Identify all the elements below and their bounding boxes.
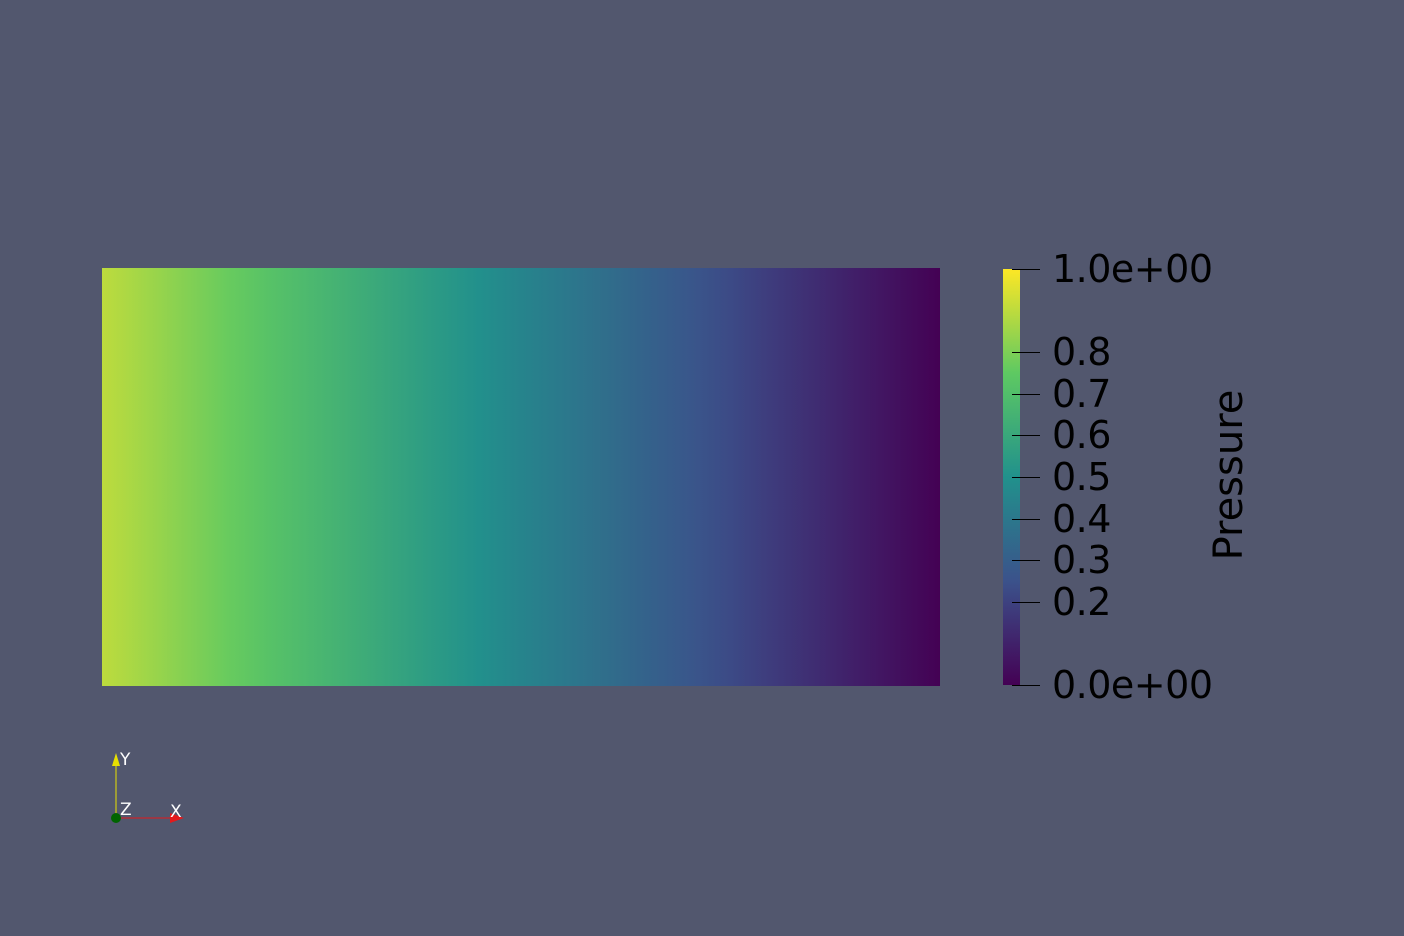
y-axis-arrowhead [112,753,120,766]
scalar-bar-title: Pressure [1209,390,1249,561]
scalar-bar-tick-mark [1012,435,1040,436]
scalar-bar-tick-label: 1.0e+00 [1052,250,1213,288]
scalar-bar-tick-mark [1012,352,1040,353]
scalar-bar-tick-label: 0.2 [1052,583,1111,621]
pressure-field-plane [102,268,940,686]
scalar-bar-tick-mark [1012,269,1040,270]
scalar-bar-tick-mark [1012,685,1040,686]
scalar-bar-tick-mark [1012,394,1040,395]
scalar-bar-tick-label: 0.8 [1052,333,1111,371]
x-axis-label: X [170,804,182,821]
z-axis-label: Z [120,802,132,819]
y-axis-label: Y [120,752,130,769]
scalar-bar-tick-label: 0.3 [1052,541,1111,579]
scalar-bar-tick-mark [1012,560,1040,561]
scalar-bar-tick-mark [1012,477,1040,478]
scalar-bar-tick-mark [1012,602,1040,603]
orientation-axes: Y X Z [104,748,194,830]
scalar-bar-tick-label: 0.7 [1052,375,1111,413]
scalar-bar-tick-mark [1012,519,1040,520]
scalar-bar-tick-label: 0.6 [1052,416,1111,454]
scalar-bar-tick-label: 0.4 [1052,500,1111,538]
scalar-bar-tick-label: 0.5 [1052,458,1111,496]
scalar-bar-tick-label: 0.0e+00 [1052,666,1213,704]
